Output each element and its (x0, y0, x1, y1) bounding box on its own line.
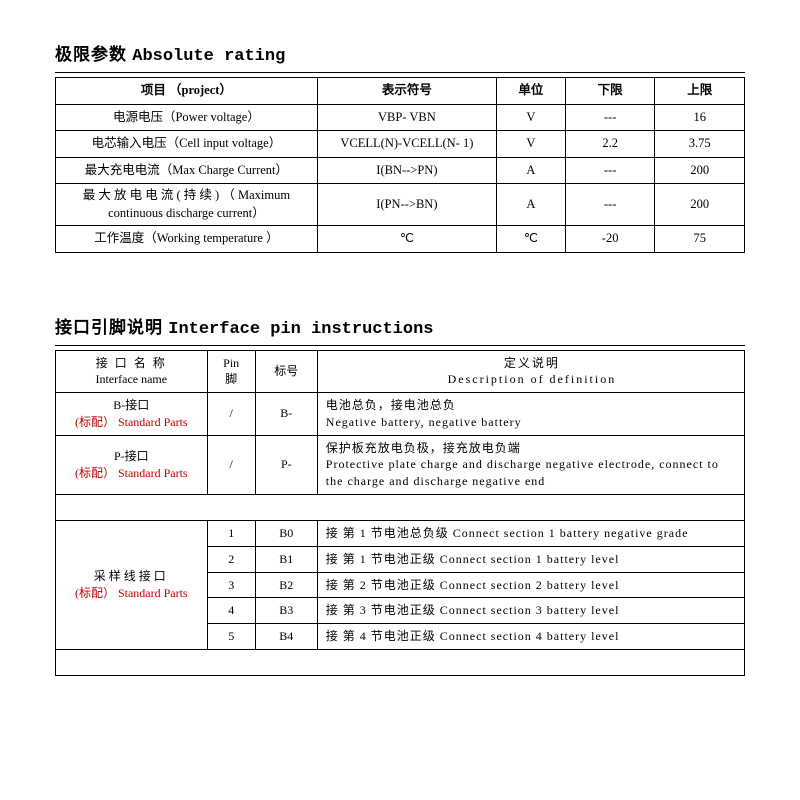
cell-symbol: VBP- VBN (317, 104, 496, 131)
blank-cell (56, 650, 745, 676)
cell-lower: --- (565, 157, 655, 184)
cell-upper: 75 (655, 226, 745, 253)
cell-symbol: VCELL(N)-VCELL(N- 1) (317, 131, 496, 158)
cell-unit: A (496, 157, 565, 184)
hdr-upper: 上限 (655, 78, 745, 105)
hdr-desc-en: Description of definition (448, 372, 617, 386)
blank-cell (56, 495, 745, 521)
desc-en: Negative battery, negative battery (326, 415, 522, 429)
table2-header-row: 接 口 名 称 Interface name Pin 脚 标号 定义说明 Des… (56, 350, 745, 393)
desc-en: Protective plate charge and discharge ne… (326, 457, 719, 488)
hdr-iface-en: Interface name (95, 372, 167, 386)
desc-cn: 保护板充放电负极，接充放电负端 (326, 441, 521, 455)
table-row: 电源电压（Power voltage） VBP- VBN V --- 16 (56, 104, 745, 131)
hdr-project: 项目 （project） (56, 78, 318, 105)
section2-title: 接口引脚说明 Interface pin instructions (55, 313, 745, 339)
blank-row (56, 650, 745, 676)
cell-pin: / (207, 435, 255, 494)
iface-name: 采样线接口 (94, 569, 169, 583)
cell-desc: 接 第 1 节电池总负级 Connect section 1 battery n… (317, 521, 744, 547)
cell-project: 最 大 放 电 电 流 ( 持 续 ) （ Maximum continuous… (56, 184, 318, 226)
cell-unit: A (496, 184, 565, 226)
hdr-pin-en: Pin (223, 356, 239, 370)
section1-title-en: Absolute rating (132, 47, 285, 66)
iface-name: B-接口 (113, 398, 149, 412)
table-row: 最 大 放 电 电 流 ( 持 续 ) （ Maximum continuous… (56, 184, 745, 226)
cell-symbol: ℃ (317, 226, 496, 253)
hdr-iface: 接 口 名 称 Interface name (56, 350, 208, 393)
table-row: P-接口 (标配） Standard Parts / P- 保护板充放电负极，接… (56, 435, 745, 494)
cell-upper: 3.75 (655, 131, 745, 158)
table-row: 采样线接口 (标配） Standard Parts 1 B0 接 第 1 节电池… (56, 521, 745, 547)
hdr-symbol: 表示符号 (317, 78, 496, 105)
hdr-iface-cn: 接 口 名 称 (62, 355, 201, 372)
cell-desc: 接 第 4 节电池正级 Connect section 4 battery le… (317, 624, 744, 650)
cell-label: B2 (255, 572, 317, 598)
cell-symbol: I(PN-->BN) (317, 184, 496, 226)
cell-symbol: I(BN-->PN) (317, 157, 496, 184)
cell-unit: V (496, 104, 565, 131)
cell-desc: 接 第 1 节电池正级 Connect section 1 battery le… (317, 546, 744, 572)
table-row: 电芯输入电压（Cell input voltage） VCELL(N)-VCEL… (56, 131, 745, 158)
table-row: 工作温度（Working temperature ） ℃ ℃ -20 75 (56, 226, 745, 253)
std-parts-label: (标配） Standard Parts (75, 415, 188, 429)
cell-iface: B-接口 (标配） Standard Parts (56, 393, 208, 436)
cell-upper: 16 (655, 104, 745, 131)
section2-title-en: Interface pin instructions (168, 320, 433, 339)
cell-label: P- (255, 435, 317, 494)
cell-lower: --- (565, 184, 655, 226)
cell-pin: 5 (207, 624, 255, 650)
cell-project: 最大充电电流（Max Charge Current） (56, 157, 318, 184)
cell-project: 电芯输入电压（Cell input voltage） (56, 131, 318, 158)
cell-pin: / (207, 393, 255, 436)
absolute-rating-table: 项目 （project） 表示符号 单位 下限 上限 电源电压（Power vo… (55, 77, 745, 253)
hdr-lower: 下限 (565, 78, 655, 105)
cell-unit: V (496, 131, 565, 158)
cell-label: B- (255, 393, 317, 436)
section2-underline (55, 345, 745, 346)
section1-title-cn: 极限参数 (55, 45, 127, 64)
table-row: 最大充电电流（Max Charge Current） I(BN-->PN) A … (56, 157, 745, 184)
cell-pin: 1 (207, 521, 255, 547)
section-gap (55, 253, 745, 313)
iface-name: P-接口 (114, 449, 149, 463)
cell-lower: --- (565, 104, 655, 131)
cell-lower: -20 (565, 226, 655, 253)
cell-upper: 200 (655, 157, 745, 184)
interface-pin-table: 接 口 名 称 Interface name Pin 脚 标号 定义说明 Des… (55, 350, 745, 677)
std-parts-label: (标配） Standard Parts (75, 466, 188, 480)
section1-title: 极限参数 Absolute rating (55, 40, 745, 66)
cell-unit: ℃ (496, 226, 565, 253)
cell-desc: 保护板充放电负极，接充放电负端 Protective plate charge … (317, 435, 744, 494)
blank-row (56, 495, 745, 521)
hdr-desc-cn: 定义说明 (504, 356, 560, 370)
section2-title-cn: 接口引脚说明 (55, 318, 163, 337)
cell-pin: 2 (207, 546, 255, 572)
cell-label: B4 (255, 624, 317, 650)
hdr-desc: 定义说明 Description of definition (317, 350, 744, 393)
cell-label: B1 (255, 546, 317, 572)
cell-desc: 电池总负，接电池总负 Negative battery, negative ba… (317, 393, 744, 436)
cell-label: B3 (255, 598, 317, 624)
cell-desc: 接 第 3 节电池正级 Connect section 3 battery le… (317, 598, 744, 624)
hdr-pin-cn: 脚 (225, 372, 237, 386)
hdr-pin: Pin 脚 (207, 350, 255, 393)
hdr-label: 标号 (255, 350, 317, 393)
table-row: B-接口 (标配） Standard Parts / B- 电池总负，接电池总负… (56, 393, 745, 436)
section1-underline (55, 72, 745, 73)
cell-upper: 200 (655, 184, 745, 226)
cell-iface-sample: 采样线接口 (标配） Standard Parts (56, 521, 208, 650)
cell-pin: 3 (207, 572, 255, 598)
cell-project: 工作温度（Working temperature ） (56, 226, 318, 253)
cell-pin: 4 (207, 598, 255, 624)
cell-desc: 接 第 2 节电池正级 Connect section 2 battery le… (317, 572, 744, 598)
desc-cn: 电池总负，接电池总负 (326, 398, 456, 412)
hdr-unit: 单位 (496, 78, 565, 105)
table1-header-row: 项目 （project） 表示符号 单位 下限 上限 (56, 78, 745, 105)
cell-iface: P-接口 (标配） Standard Parts (56, 435, 208, 494)
cell-lower: 2.2 (565, 131, 655, 158)
std-parts-label: (标配） Standard Parts (75, 586, 188, 600)
cell-project: 电源电压（Power voltage） (56, 104, 318, 131)
cell-label: B0 (255, 521, 317, 547)
